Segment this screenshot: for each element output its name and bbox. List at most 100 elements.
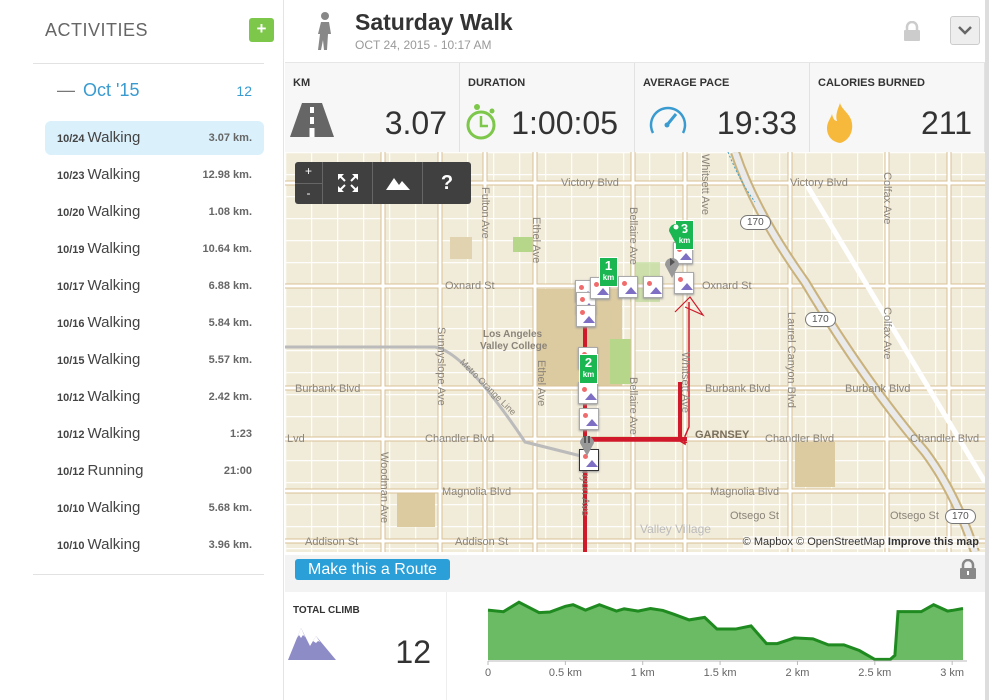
month-group-header[interactable]: — Oct '15 12 — [57, 80, 257, 101]
highway-170-shield: 170 — [805, 312, 836, 327]
map-label: Victory Blvd — [790, 177, 848, 189]
map-label: Magnolia Blvd — [442, 486, 512, 498]
divider — [33, 63, 264, 64]
photo-marker[interactable] — [643, 276, 663, 298]
climb-label: TOTAL CLIMB — [293, 605, 360, 616]
x-tick-label: 2.5 km — [858, 667, 891, 679]
map-label: Sunnyslope Ave — [435, 327, 447, 406]
km-marker-unit: km — [582, 370, 595, 379]
activities-title: ACTIVITIES — [45, 20, 149, 40]
activity-date: 10/16 — [57, 318, 85, 330]
activity-list-item[interactable]: 10/12 Walking 1:23 — [45, 417, 264, 451]
activity-list-item[interactable]: 10/24 Walking 3.07 km. — [45, 121, 264, 155]
zoom-out-button[interactable]: - — [294, 183, 323, 204]
activity-date: 10/10 — [57, 503, 85, 515]
activity-date: 10/20 — [57, 207, 85, 219]
make-route-button[interactable]: Make this a Route — [295, 559, 450, 580]
zoom-controls: + - — [294, 162, 323, 204]
map-label: Burbank Blvd — [705, 383, 771, 395]
mapbox-link[interactable]: © Mapbox — [742, 536, 793, 548]
stat-label: CALORIES BURNED — [818, 77, 925, 89]
terrain-button[interactable] — [373, 162, 423, 204]
stat-duration: DURATION 1:00:05 — [460, 63, 635, 152]
activity-value: 3.07 km. — [208, 132, 252, 144]
activity-value: 5.57 km. — [208, 354, 252, 366]
activity-list-item[interactable]: 10/12 Running 21:00 — [45, 454, 264, 488]
map-label: Magnolia Blvd — [710, 486, 780, 498]
add-activity-button[interactable]: + — [249, 18, 274, 42]
start-pin-icon[interactable] — [664, 254, 680, 278]
activity-type: Walking — [87, 351, 141, 368]
route-map[interactable]: Victory Blvd Victory Blvd Oxnard St Oxna… — [285, 152, 985, 552]
stat-distance: KM 3.07 — [285, 63, 460, 152]
stat-label: AVERAGE PACE — [643, 77, 730, 89]
map-label: Bellaire Ave — [627, 207, 639, 265]
activity-list-item[interactable]: 10/16 Walking 5.84 km. — [45, 306, 264, 340]
sidebar: ACTIVITIES + — Oct '15 12 10/24 Walking 3.07… — [0, 0, 284, 700]
map-label: Los Angeles — [483, 329, 543, 340]
map-label: Victory Blvd — [561, 177, 619, 189]
activity-list-item[interactable]: 10/20 Walking 1.08 km. — [45, 195, 264, 229]
finish-pin-icon[interactable] — [668, 220, 684, 244]
map-label: Lvd — [287, 433, 305, 445]
activity-list-item[interactable]: 10/10 Walking 5.68 km. — [45, 491, 264, 525]
improve-map-link[interactable]: Improve this map — [887, 536, 979, 548]
route-bar: Make this a Route — [285, 555, 985, 592]
activity-value: 12.98 km. — [202, 169, 252, 181]
map-label: Burbank Blvd — [295, 383, 361, 395]
activity-list-item[interactable]: 10/10 Walking 3.96 km. — [45, 528, 264, 562]
map-label: Valley College — [480, 341, 548, 352]
activity-value: 3.96 km. — [208, 539, 252, 551]
photo-marker[interactable] — [618, 276, 638, 298]
divider — [33, 574, 264, 575]
activity-list-item[interactable]: 10/15 Walking 5.57 km. — [45, 343, 264, 377]
km-marker-number: 2 — [584, 355, 593, 370]
activity-list-item[interactable]: 10/12 Walking 2.42 km. — [45, 380, 264, 414]
activity-type: Walking — [87, 425, 141, 442]
activity-date: 10/17 — [57, 281, 85, 293]
photo-marker[interactable] — [578, 382, 598, 404]
fullscreen-icon — [337, 174, 358, 192]
activity-list-item[interactable]: 10/17 Walking 6.88 km. — [45, 269, 264, 303]
options-dropdown-button[interactable] — [950, 16, 980, 45]
map-label: Whitsett Ave — [699, 154, 711, 215]
stat-pace: AVERAGE PACE 19:33 — [635, 63, 810, 152]
activity-datetime: OCT 24, 2015 - 10:17 AM — [355, 38, 492, 52]
x-tick-label: 0.5 km — [549, 667, 582, 679]
lock-icon[interactable] — [959, 559, 977, 579]
activity-date: 10/15 — [57, 355, 85, 367]
map-label: Fulton Ave — [479, 187, 491, 239]
pause-pin-icon[interactable] — [579, 432, 595, 456]
activity-date: 10/12 — [57, 429, 85, 441]
x-tick-label: 2 km — [786, 667, 810, 679]
stat-value: 211 — [920, 105, 972, 141]
photo-marker[interactable] — [579, 408, 599, 430]
stat-value: 3.07 — [384, 105, 447, 141]
photo-marker[interactable] — [674, 272, 694, 294]
photo-marker[interactable] — [576, 305, 596, 327]
total-climb: TOTAL CLIMB 12 — [285, 592, 447, 700]
scrollbar[interactable] — [985, 0, 989, 700]
collapse-icon[interactable]: — — [57, 80, 75, 100]
km-marker: 1 km — [599, 257, 618, 287]
help-button[interactable]: ? — [440, 171, 454, 194]
activity-type: Walking — [87, 388, 141, 405]
osm-link[interactable]: © OpenStreetMap — [796, 536, 885, 548]
speedometer-icon — [649, 106, 687, 134]
climb-value: 12 — [395, 634, 431, 670]
map-label: Ethel Ave — [530, 217, 542, 264]
activity-value: 10.64 km. — [202, 243, 252, 255]
lock-icon[interactable] — [903, 21, 921, 41]
stopwatch-icon — [466, 104, 496, 140]
map-label: Chandler Blvd — [910, 433, 980, 445]
map-label: Colfax Ave — [881, 172, 893, 225]
activity-list-item[interactable]: 10/23 Walking 12.98 km. — [45, 158, 264, 192]
flame-icon — [827, 103, 853, 143]
activity-list-item[interactable]: 10/19 Walking 10.64 km. — [45, 232, 264, 266]
activity-type: Walking — [87, 203, 141, 220]
map-streets — [285, 152, 985, 552]
activity-title: Saturday Walk — [355, 9, 513, 35]
map-label: Burbank Blvd — [845, 383, 911, 395]
fullscreen-button[interactable] — [323, 162, 373, 204]
zoom-in-button[interactable]: + — [304, 164, 312, 178]
